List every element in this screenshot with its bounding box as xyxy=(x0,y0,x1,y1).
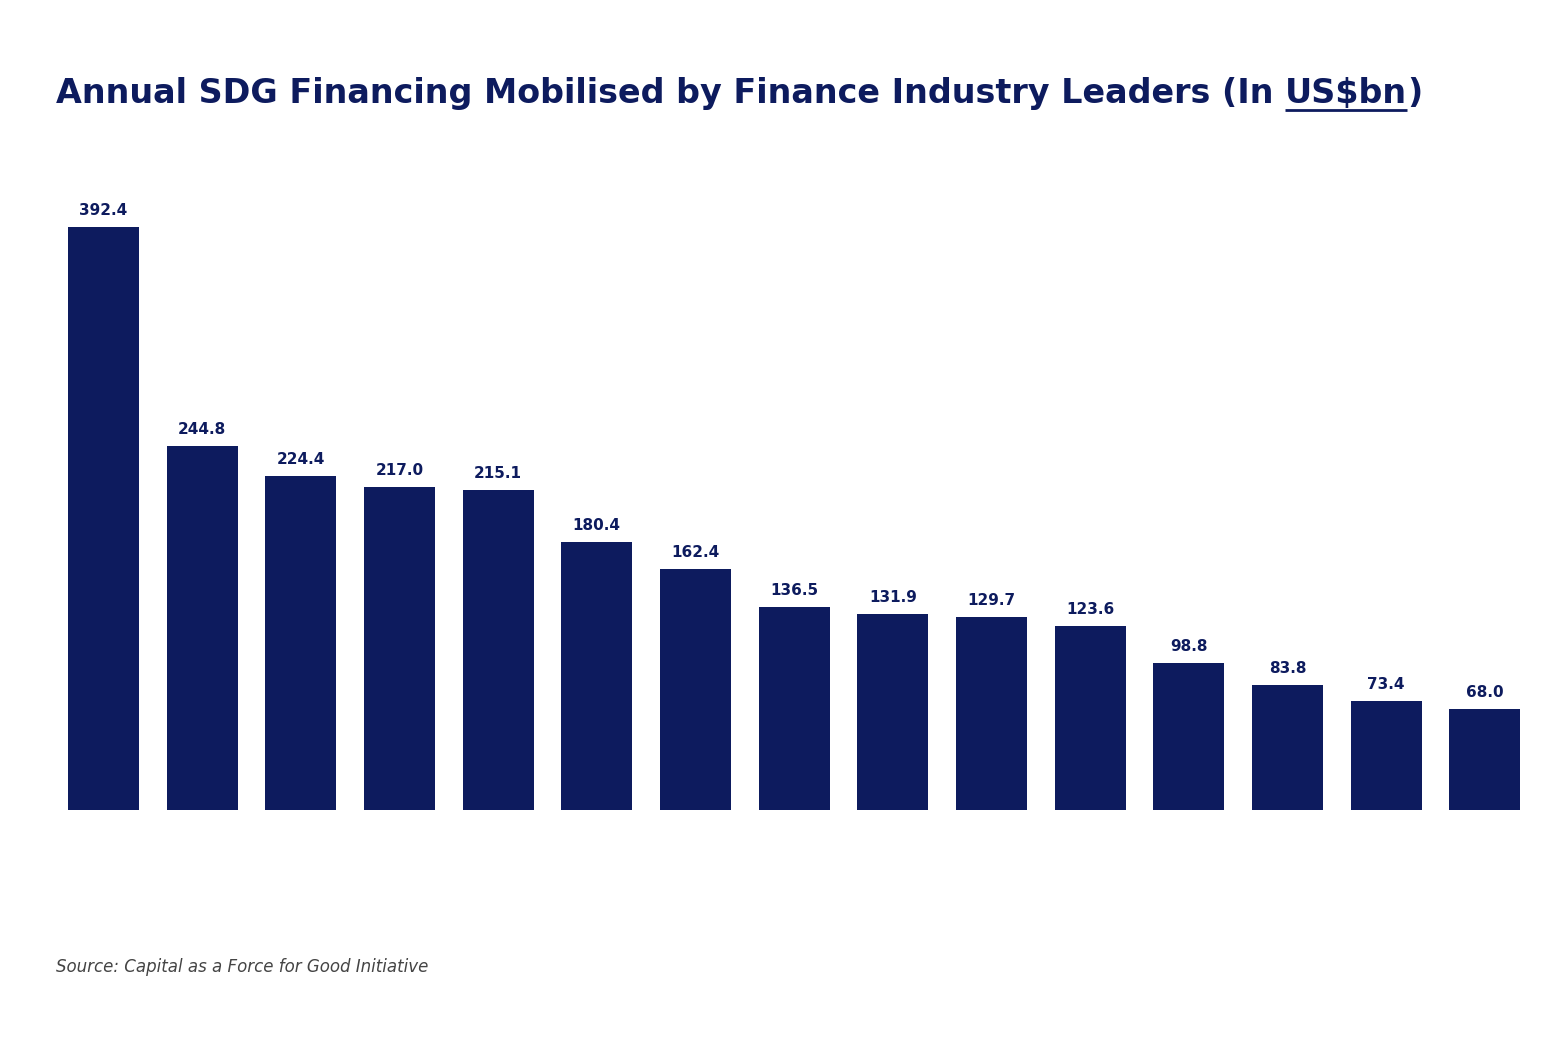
Text: US$bn: US$bn xyxy=(1285,76,1407,110)
Text: AND INFRASTRUCTURE: AND INFRASTRUCTURE xyxy=(851,851,919,856)
Text: 392.4: 392.4 xyxy=(79,203,128,217)
Text: NO: NO xyxy=(950,838,959,843)
Bar xyxy=(1350,701,1421,810)
Bar xyxy=(1449,709,1520,810)
Text: 215.1: 215.1 xyxy=(474,466,522,482)
Text: GOOD HEALTH: GOOD HEALTH xyxy=(1049,838,1091,843)
Circle shape xyxy=(671,866,723,929)
Circle shape xyxy=(769,866,822,929)
Bar xyxy=(1153,663,1224,810)
Text: 7: 7 xyxy=(159,825,165,833)
Text: AND WELL-BEING: AND WELL-BEING xyxy=(1049,851,1102,856)
Text: 123.6: 123.6 xyxy=(1066,602,1114,618)
Text: 15: 15 xyxy=(1346,825,1358,833)
Text: Annual SDG Financing Mobilised by Finance Industry Leaders (In: Annual SDG Financing Mobilised by Financ… xyxy=(56,76,1285,110)
Circle shape xyxy=(967,866,1020,929)
Circle shape xyxy=(275,866,328,929)
Text: LIFE: LIFE xyxy=(1346,838,1358,843)
Bar xyxy=(68,227,139,810)
Text: GENDER: GENDER xyxy=(752,838,777,843)
Text: 136.5: 136.5 xyxy=(769,583,819,598)
Bar xyxy=(1055,626,1126,810)
Bar xyxy=(561,541,632,810)
Text: 13: 13 xyxy=(60,825,73,833)
Text: CONSUMPTION: CONSUMPTION xyxy=(654,851,698,856)
Circle shape xyxy=(374,866,426,929)
Text: CLEAN ENERGY: CLEAN ENERGY xyxy=(159,851,204,856)
Text: LIFE: LIFE xyxy=(1247,838,1259,843)
Circle shape xyxy=(1264,866,1316,929)
Text: QUALITY: QUALITY xyxy=(1148,838,1174,843)
Text: INEQUALITIES: INEQUALITIES xyxy=(357,851,399,856)
Text: ON LAND: ON LAND xyxy=(1346,851,1374,856)
Text: EQUALITY: EQUALITY xyxy=(752,851,782,856)
Text: EDUCATION: EDUCATION xyxy=(1148,851,1182,856)
Text: 83.8: 83.8 xyxy=(1268,661,1306,676)
Bar xyxy=(365,487,436,810)
Text: DECENT WORK AND: DECENT WORK AND xyxy=(456,838,514,843)
Circle shape xyxy=(473,866,525,929)
Text: CLIMATE: CLIMATE xyxy=(60,838,87,843)
Text: 5: 5 xyxy=(752,825,759,833)
Text: 11: 11 xyxy=(258,825,270,833)
Bar xyxy=(857,613,929,810)
Text: 224.4: 224.4 xyxy=(277,452,324,467)
Text: CLEAN WATER: CLEAN WATER xyxy=(555,838,596,843)
Text: 217.0: 217.0 xyxy=(375,463,423,479)
Bar xyxy=(266,477,337,810)
Text: POVERTY: POVERTY xyxy=(950,851,978,856)
Text: 98.8: 98.8 xyxy=(1170,640,1208,654)
Bar xyxy=(462,490,533,810)
Text: 2: 2 xyxy=(1445,825,1451,833)
Text: REDUCED: REDUCED xyxy=(357,838,385,843)
Text: AND SANITATION: AND SANITATION xyxy=(555,851,606,856)
Text: 162.4: 162.4 xyxy=(672,544,720,559)
Text: 10: 10 xyxy=(357,825,369,833)
Bar xyxy=(956,618,1027,810)
Circle shape xyxy=(176,866,229,929)
Text: ACTION: ACTION xyxy=(60,851,83,856)
Text: 1: 1 xyxy=(950,825,956,833)
Bar xyxy=(759,607,830,810)
Text: HUNGER: HUNGER xyxy=(1445,851,1471,856)
Text: 244.8: 244.8 xyxy=(178,422,226,437)
Bar xyxy=(167,446,238,810)
Text: 131.9: 131.9 xyxy=(868,590,916,605)
Text: 6: 6 xyxy=(555,825,561,833)
Text: BELOW WATER: BELOW WATER xyxy=(1247,851,1290,856)
Text: 12: 12 xyxy=(654,825,666,833)
Text: SUSTAINABLE CITIES: SUSTAINABLE CITIES xyxy=(258,838,320,843)
Text: 9: 9 xyxy=(851,825,857,833)
Circle shape xyxy=(1165,866,1217,929)
Text: ECONOMIC GROWTH: ECONOMIC GROWTH xyxy=(456,851,516,856)
Text: AFFORDABLE AND: AFFORDABLE AND xyxy=(159,838,213,843)
Text: RESPONSIBLE: RESPONSIBLE xyxy=(654,838,695,843)
Circle shape xyxy=(1066,866,1119,929)
Circle shape xyxy=(572,866,624,929)
Circle shape xyxy=(868,866,921,929)
Circle shape xyxy=(1363,866,1415,929)
Circle shape xyxy=(77,866,130,929)
Text: 3: 3 xyxy=(1049,825,1055,833)
Circle shape xyxy=(1462,866,1514,929)
Text: 129.7: 129.7 xyxy=(967,594,1015,608)
Text: ZERO: ZERO xyxy=(1445,838,1462,843)
Bar xyxy=(1251,686,1323,810)
Text: 8: 8 xyxy=(456,825,462,833)
Text: 180.4: 180.4 xyxy=(573,518,621,533)
Text: ): ) xyxy=(1407,76,1421,110)
Text: 73.4: 73.4 xyxy=(1367,677,1404,692)
Text: INDUSTRY INNOVATION: INDUSTRY INNOVATION xyxy=(851,838,921,843)
Text: Source: Capital as a Force for Good Initiative: Source: Capital as a Force for Good Init… xyxy=(56,957,428,976)
Text: AND COMMUNITIES: AND COMMUNITIES xyxy=(258,851,315,856)
Text: 14: 14 xyxy=(1247,825,1259,833)
Bar xyxy=(660,568,731,810)
Text: 68.0: 68.0 xyxy=(1466,684,1503,700)
Text: 4: 4 xyxy=(1148,825,1154,833)
